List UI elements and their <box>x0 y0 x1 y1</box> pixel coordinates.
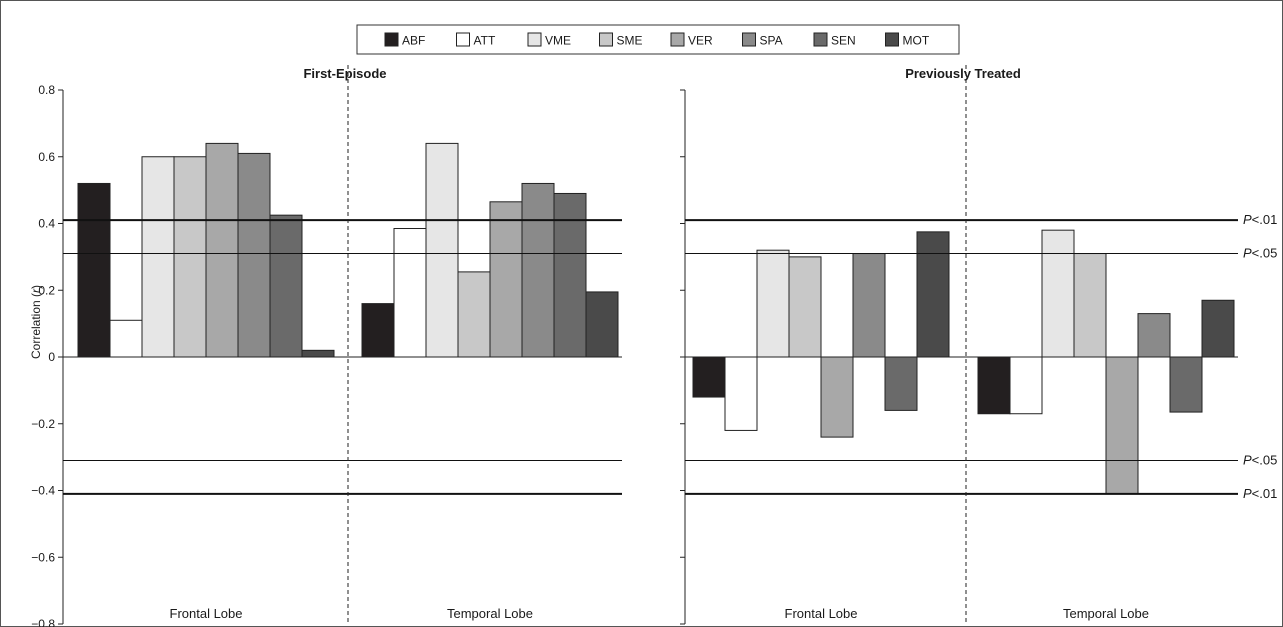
bar-sme-frontal-lobe <box>173 156 207 358</box>
bar-spa-temporal-lobe <box>1137 313 1171 358</box>
bar-sen-frontal-lobe <box>269 214 303 358</box>
y-axis-label: Correlation (r) <box>29 285 43 359</box>
legend-swatch-ver <box>670 32 685 47</box>
category-label-frontal-lobe: Frontal Lobe <box>785 606 858 621</box>
bar-mot-frontal-lobe <box>301 349 335 358</box>
bar-sen-temporal-lobe <box>553 192 587 358</box>
legend-swatch-sen <box>813 32 828 47</box>
bar-spa-frontal-lobe <box>237 152 271 358</box>
bar-abf-frontal-lobe <box>692 356 726 398</box>
bar-vme-temporal-lobe <box>425 142 459 358</box>
threshold-label-p01: P<.01 <box>1243 212 1277 227</box>
panel-first-episode: First-Episode 0.8 0.6 0.4 0.2 0 −0.2 −0.4 −0.6 −0… <box>31 65 622 627</box>
bar-att-temporal-lobe <box>393 228 427 358</box>
bar-sme-temporal-lobe <box>1073 253 1107 358</box>
legend-label-mot: MOT <box>903 34 930 48</box>
bar-spa-frontal-lobe <box>852 253 886 358</box>
y-tick-label: 0.2 <box>38 283 55 297</box>
bar-ver-frontal-lobe <box>205 142 239 358</box>
bar-att-frontal-lobe <box>109 319 143 358</box>
y-tick-label: 0.8 <box>38 83 55 97</box>
bar-sme-frontal-lobe <box>788 256 822 358</box>
y-tick-label: 0.6 <box>38 150 55 164</box>
threshold-label-p05: P<.05 <box>1243 452 1277 467</box>
y-tick-label: 0 <box>48 350 55 364</box>
legend-label-sen: SEN <box>831 34 856 48</box>
y-tick-label: −0.8 <box>31 617 55 627</box>
category-label-temporal-lobe: Temporal Lobe <box>447 606 533 621</box>
legend-swatch-att <box>456 32 470 47</box>
bar-spa-temporal-lobe <box>521 182 555 358</box>
category-label-temporal-lobe: Temporal Lobe <box>1063 606 1149 621</box>
y-tick-label: −0.6 <box>31 550 55 564</box>
bar-vme-frontal-lobe <box>141 156 175 358</box>
bar-vme-frontal-lobe <box>756 249 790 358</box>
y-tick-label: −0.4 <box>31 484 55 498</box>
legend-swatch-abf <box>384 32 399 47</box>
bar-mot-frontal-lobe <box>916 231 950 358</box>
panel-title-previously-treated: Previously Treated <box>905 66 1021 81</box>
bar-sen-frontal-lobe <box>884 356 918 411</box>
legend: ABF ATT VME SME VER SPA SEN MOT <box>356 24 960 55</box>
legend-label-vme: VME <box>545 34 571 48</box>
bar-ver-temporal-lobe <box>489 201 523 358</box>
bar-mot-temporal-lobe <box>585 291 619 358</box>
bar-att-temporal-lobe <box>1009 356 1043 415</box>
bar-vme-temporal-lobe <box>1041 229 1075 358</box>
bar-ver-temporal-lobe <box>1105 356 1139 495</box>
category-label-frontal-lobe: Frontal Lobe <box>170 606 243 621</box>
bar-att-frontal-lobe <box>724 356 758 431</box>
threshold-label-p01: P<.01 <box>1243 486 1277 501</box>
panel-previously-treated: Previously Treated Frontal Lobe Temporal L… <box>680 65 1277 625</box>
legend-swatch-vme <box>527 32 542 47</box>
bar-abf-frontal-lobe <box>77 182 111 358</box>
bar-sme-temporal-lobe <box>457 271 491 358</box>
legend-swatch-sme <box>599 32 613 47</box>
panel-title-first-episode: First-Episode <box>303 66 386 81</box>
bar-sen-temporal-lobe <box>1169 356 1203 413</box>
y-tick-label: −0.2 <box>31 417 55 431</box>
legend-label-spa: SPA <box>760 34 783 48</box>
legend-label-ver: VER <box>688 34 713 48</box>
legend-swatch-spa <box>742 32 756 47</box>
bar-abf-temporal-lobe <box>361 303 395 358</box>
legend-label-att: ATT <box>474 34 496 48</box>
threshold-label-p05: P<.05 <box>1243 246 1277 261</box>
bar-ver-frontal-lobe <box>820 356 854 438</box>
legend-swatch-mot <box>885 32 899 47</box>
bar-abf-temporal-lobe <box>977 356 1011 415</box>
legend-label-abf: ABF <box>402 34 425 48</box>
bar-mot-temporal-lobe <box>1201 299 1235 358</box>
legend-label-sme: SME <box>617 34 643 48</box>
y-tick-label: 0.4 <box>38 217 55 231</box>
legend-box <box>356 24 960 55</box>
